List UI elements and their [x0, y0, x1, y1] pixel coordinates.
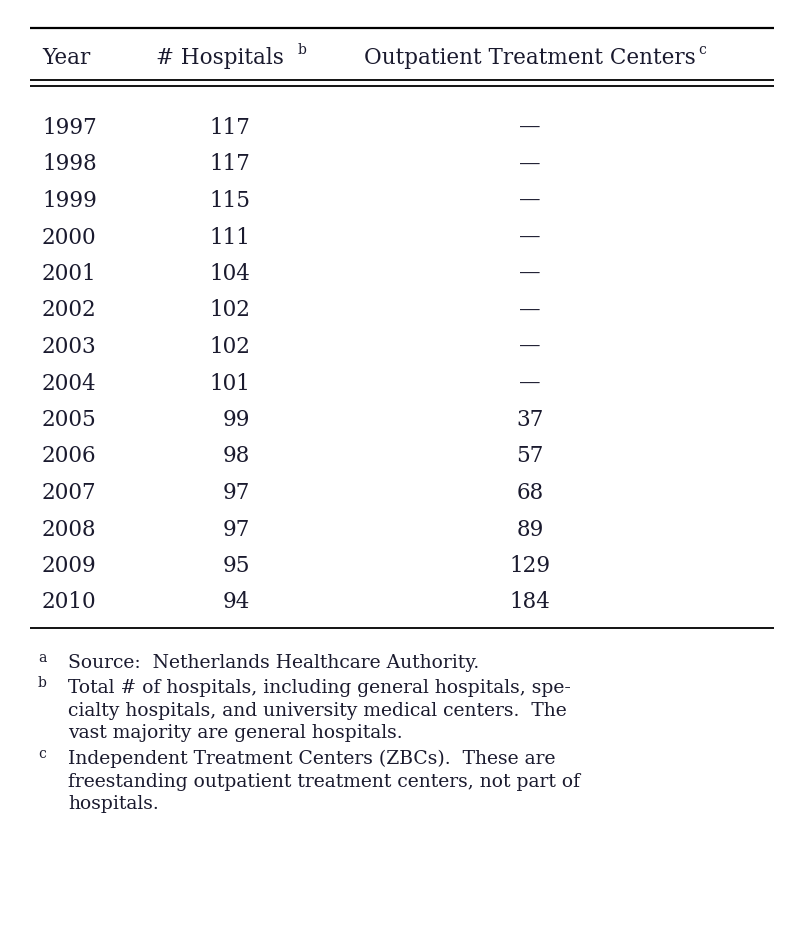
Text: —: —	[519, 336, 540, 358]
Text: 2006: 2006	[42, 446, 96, 467]
Text: 115: 115	[209, 190, 250, 212]
Text: b: b	[298, 43, 307, 57]
Text: 117: 117	[209, 153, 250, 176]
Text: —: —	[519, 153, 540, 176]
Text: cialty hospitals, and university medical centers.  The: cialty hospitals, and university medical…	[68, 702, 566, 720]
Text: 2007: 2007	[42, 482, 96, 504]
Text: 89: 89	[516, 518, 543, 540]
Text: Total # of hospitals, including general hospitals, spe-: Total # of hospitals, including general …	[68, 679, 570, 697]
Text: 1997: 1997	[42, 117, 96, 139]
Text: 101: 101	[209, 373, 250, 394]
Text: 95: 95	[222, 555, 250, 577]
Text: c: c	[38, 747, 46, 762]
Text: c: c	[697, 43, 705, 57]
Text: 117: 117	[209, 117, 250, 139]
Text: 97: 97	[222, 482, 250, 504]
Text: 2010: 2010	[42, 591, 96, 614]
Text: 1998: 1998	[42, 153, 96, 176]
Text: 57: 57	[516, 446, 543, 467]
Text: Source:  Netherlands Healthcare Authority.: Source: Netherlands Healthcare Authority…	[68, 654, 479, 672]
Text: —: —	[519, 226, 540, 249]
Text: 102: 102	[209, 300, 250, 322]
Text: vast majority are general hospitals.: vast majority are general hospitals.	[68, 725, 402, 743]
Text: 104: 104	[209, 263, 250, 285]
Text: hospitals.: hospitals.	[68, 796, 158, 814]
Text: —: —	[519, 190, 540, 212]
Text: 97: 97	[222, 518, 250, 540]
Text: 68: 68	[516, 482, 543, 504]
Text: Independent Treatment Centers (ZBCs).  These are: Independent Treatment Centers (ZBCs). Th…	[68, 750, 555, 768]
Text: —: —	[519, 117, 540, 139]
Text: 111: 111	[209, 226, 250, 249]
Text: freestanding outpatient treatment centers, not part of: freestanding outpatient treatment center…	[68, 773, 579, 791]
Text: 2009: 2009	[42, 555, 96, 577]
Text: 2002: 2002	[42, 300, 96, 322]
Text: —: —	[519, 263, 540, 285]
Text: 2000: 2000	[42, 226, 96, 249]
Text: 2003: 2003	[42, 336, 96, 358]
Text: b: b	[38, 676, 47, 691]
Text: 98: 98	[222, 446, 250, 467]
Text: # Hospitals: # Hospitals	[156, 47, 283, 69]
Text: —: —	[519, 300, 540, 322]
Text: 102: 102	[209, 336, 250, 358]
Text: 37: 37	[516, 409, 543, 431]
Text: a: a	[38, 651, 47, 664]
Text: 2001: 2001	[42, 263, 96, 285]
Text: 2004: 2004	[42, 373, 96, 394]
Text: 1999: 1999	[42, 190, 96, 212]
Text: 94: 94	[222, 591, 250, 614]
Text: 2005: 2005	[42, 409, 96, 431]
Text: Year: Year	[42, 47, 90, 69]
Text: 99: 99	[222, 409, 250, 431]
Text: 129: 129	[509, 555, 550, 577]
Text: 2008: 2008	[42, 518, 96, 540]
Text: Outpatient Treatment Centers: Outpatient Treatment Centers	[364, 47, 695, 69]
Text: 184: 184	[509, 591, 550, 614]
Text: —: —	[519, 373, 540, 394]
